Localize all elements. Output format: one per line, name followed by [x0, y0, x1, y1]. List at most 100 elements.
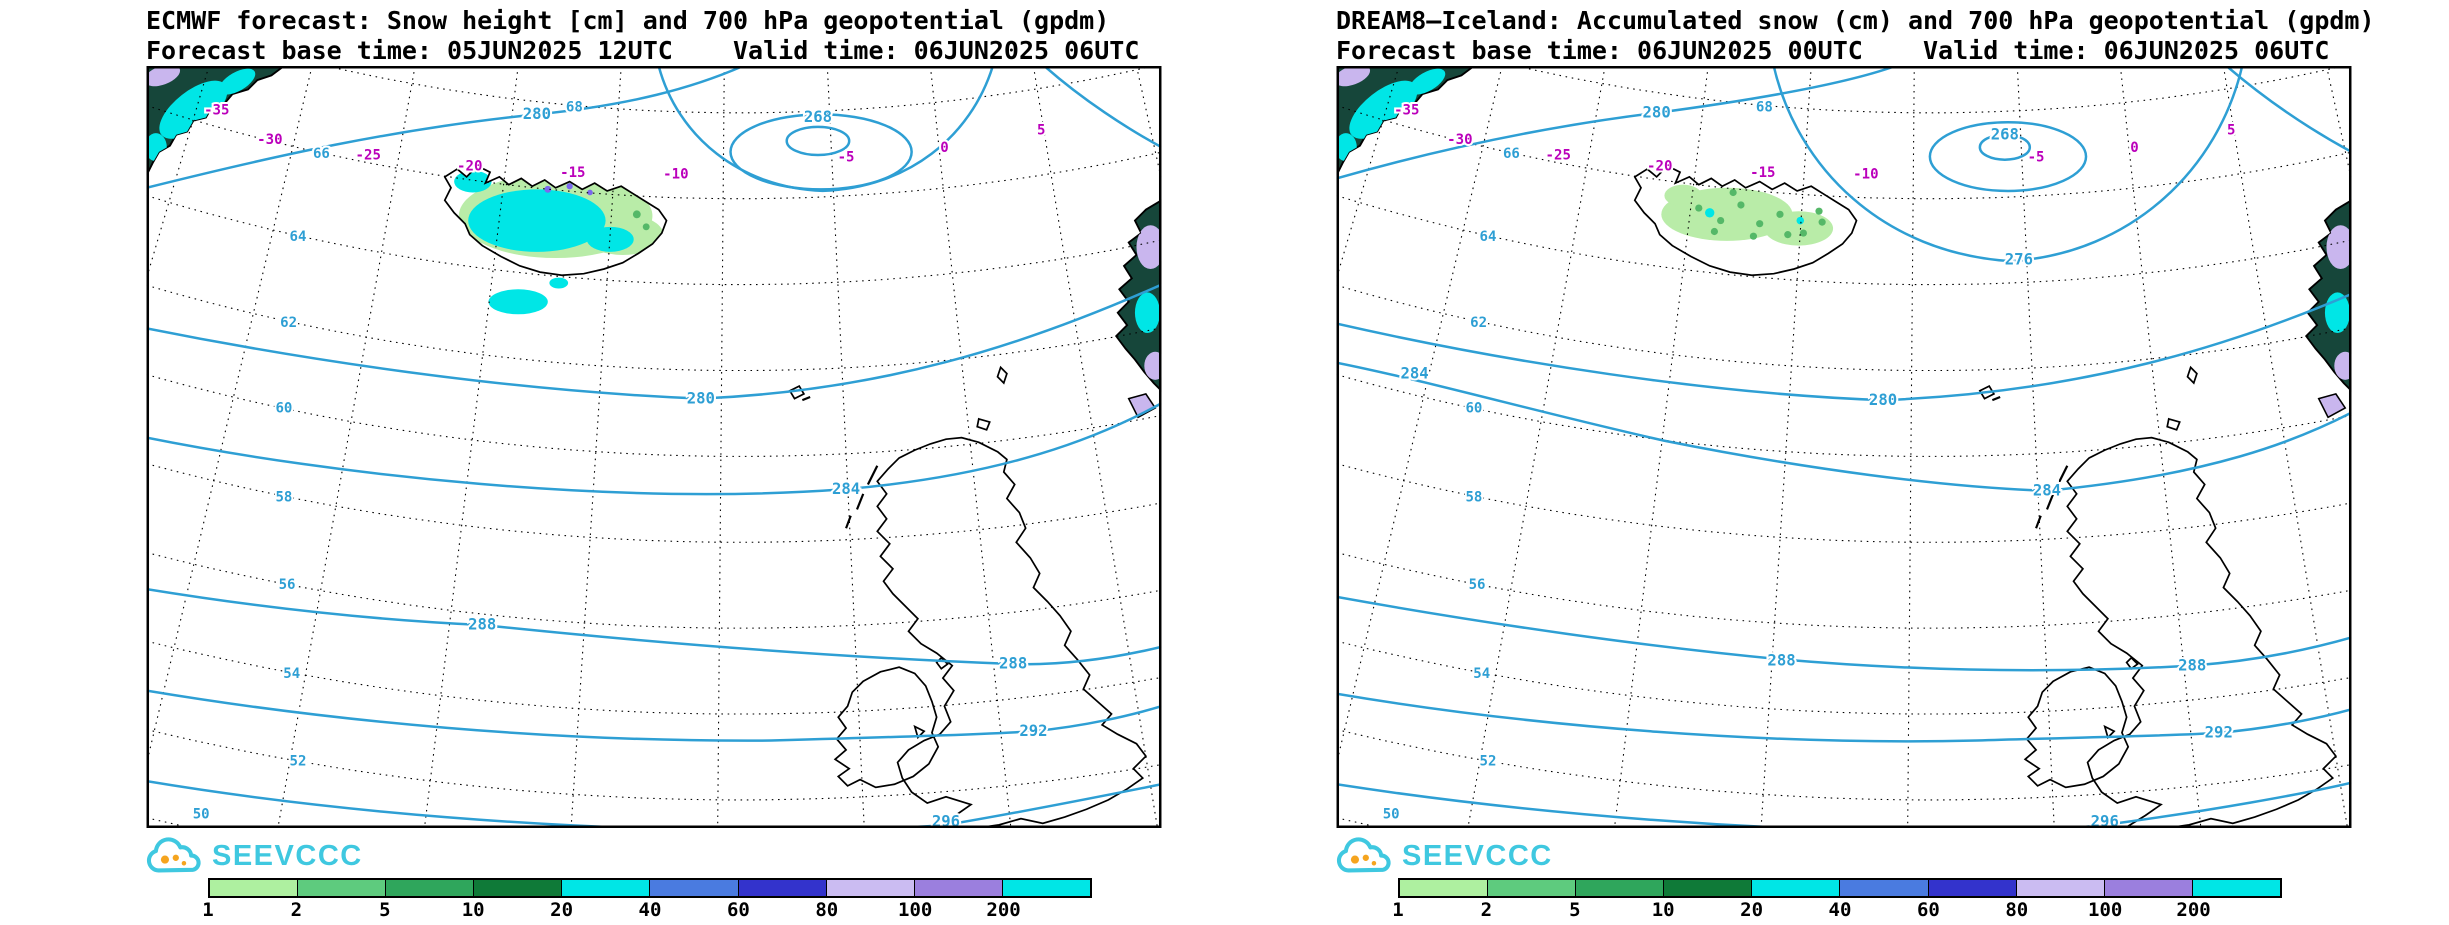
latitude-label: 50	[193, 807, 210, 823]
colorbar-tick-label: 40	[1828, 899, 1852, 921]
geopotential-contour	[1336, 692, 2352, 743]
latitude-gridline	[1336, 374, 2352, 457]
seevccc-logo: SEEVCCC	[146, 834, 1162, 878]
longitude-gridline	[570, 66, 622, 828]
iceland-snow-field	[454, 170, 664, 259]
snow-colorbar	[208, 878, 1092, 898]
contour-label: 280	[1643, 104, 1671, 122]
latitude-label: 62	[280, 315, 297, 331]
contour-label: 280	[523, 105, 551, 123]
iceland-coastline	[443, 164, 668, 277]
latitude-label: 50	[1383, 807, 1400, 823]
colorbar-tick-label: 200	[2176, 899, 2211, 921]
colorbar-tick-label: 60	[726, 899, 750, 921]
small-island	[855, 493, 865, 510]
colorbar-segment	[1576, 880, 1665, 896]
coastline	[876, 436, 1147, 828]
latitude-label: 54	[283, 666, 300, 682]
longitude-gridline	[1907, 66, 1915, 828]
longitude-label: -15	[560, 165, 585, 181]
colorbar-tick-label: 20	[550, 899, 574, 921]
latitude-gridline	[1336, 463, 2352, 543]
contour-label: 292	[1019, 722, 1047, 740]
longitude-label: 5	[1037, 123, 1045, 139]
latitude-gridline	[323, 66, 1156, 114]
small-island	[2045, 493, 2055, 510]
longitude-label: 0	[2130, 140, 2138, 156]
colorbar-segment	[386, 880, 475, 896]
contour-label: 296	[2091, 812, 2119, 828]
longitude-gridline	[146, 66, 210, 281]
geopotential-contour	[146, 66, 744, 190]
weather-map-dream8: 268 276 280 280 284 284 288 288 292 296 68 66 64 62 60…	[1336, 66, 2352, 828]
latitude-label: 52	[290, 754, 307, 770]
colorbar-segment	[650, 880, 739, 896]
latitude-label: 58	[1465, 490, 1482, 506]
longitude-gridline	[1760, 66, 1812, 828]
longitude-gridline	[1467, 66, 1606, 828]
colorbar-tick-label: 60	[1916, 899, 1940, 921]
weather-map-ecmwf: 268 280 280 284 288 288 292 296 68 66 64 62 60 58 56 54…	[146, 66, 1162, 828]
longitude-label: -30	[1447, 132, 1472, 148]
coastline	[996, 365, 1008, 385]
colorbar-segment	[474, 880, 563, 896]
latitude-label: 64	[290, 229, 307, 245]
longitude-label: -35	[204, 102, 229, 118]
panel-ecmwf: ECMWF forecast: Snow height [cm] and 700…	[0, 0, 1224, 925]
latitude-label: 68	[1756, 99, 1773, 115]
geopotential-contour	[785, 125, 851, 157]
geopotential-contour	[146, 587, 1162, 666]
longitude-label: -5	[838, 149, 855, 165]
longitude-label: 5	[2227, 123, 2235, 139]
geopotential-contour	[146, 779, 1162, 828]
coastline	[2066, 436, 2337, 828]
contour-label: 288	[1767, 652, 1795, 670]
longitude-label: -30	[257, 132, 282, 148]
longitude-gridline	[1135, 66, 1162, 183]
panel-subtitle: Forecast base time: 06JUN2025 00UTC Vali…	[1336, 36, 2330, 65]
latitude-gridline	[146, 463, 1162, 543]
geopotential-contour	[657, 66, 995, 193]
longitude-label: -20	[457, 159, 482, 175]
greenland-landmass	[1336, 66, 1476, 176]
longitude-label: 0	[940, 140, 948, 156]
colorbar-segment	[1928, 880, 2017, 896]
colorbar-segment	[1664, 880, 1753, 896]
latitude-label: 52	[1480, 754, 1497, 770]
latitude-gridline	[146, 640, 1162, 715]
cloud-icon	[146, 837, 201, 873]
geopotential-contour	[1336, 292, 2352, 402]
contour-label: 288	[999, 655, 1027, 673]
latitude-gridline	[1336, 104, 2352, 200]
colorbar-segment	[2016, 880, 2105, 896]
map-container: 268 280 280 284 288 288 292 296 68 66 64 62 60 58 56 54…	[146, 66, 1162, 828]
longitude-gridline	[2016, 66, 2055, 828]
snow-colorbar	[1398, 878, 2282, 898]
small-island	[866, 465, 879, 485]
longitude-gridline	[2222, 66, 2349, 828]
geopotential-contour	[1772, 66, 2244, 263]
coastline	[913, 724, 926, 740]
latitude-label: 54	[1473, 666, 1490, 682]
iceland-coastline	[1633, 164, 1858, 277]
latitude-label: 56	[279, 577, 296, 593]
longitude-label: -25	[356, 148, 381, 164]
contour-label: 284	[832, 480, 860, 498]
geopotential-contour	[146, 689, 1162, 742]
snow-colorbar-labels: 1 2 5 10 20 40 60 80 100 200	[1392, 898, 2282, 922]
colorbar-segment	[914, 880, 1003, 896]
colorbar-tick-label: 20	[1740, 899, 1764, 921]
latitude-label: 64	[1480, 229, 1497, 245]
longitude-label: -20	[1647, 159, 1672, 175]
coastline	[788, 384, 806, 400]
map-container: 268 276 280 280 284 284 288 288 292 296 68 66 64 62 60…	[1336, 66, 2352, 828]
colorbar-segment	[2104, 880, 2193, 896]
snow-scale: 1 2 5 10 20 40 60 80 100 200	[1392, 878, 2282, 922]
longitude-label: -10	[663, 166, 688, 182]
graticule	[1336, 66, 2352, 828]
map-border	[146, 66, 1162, 828]
colorbar-segment	[1002, 880, 1090, 896]
geopotential-contours: 268 276 280 280 284 284 288 288 292 296	[1336, 66, 2352, 828]
